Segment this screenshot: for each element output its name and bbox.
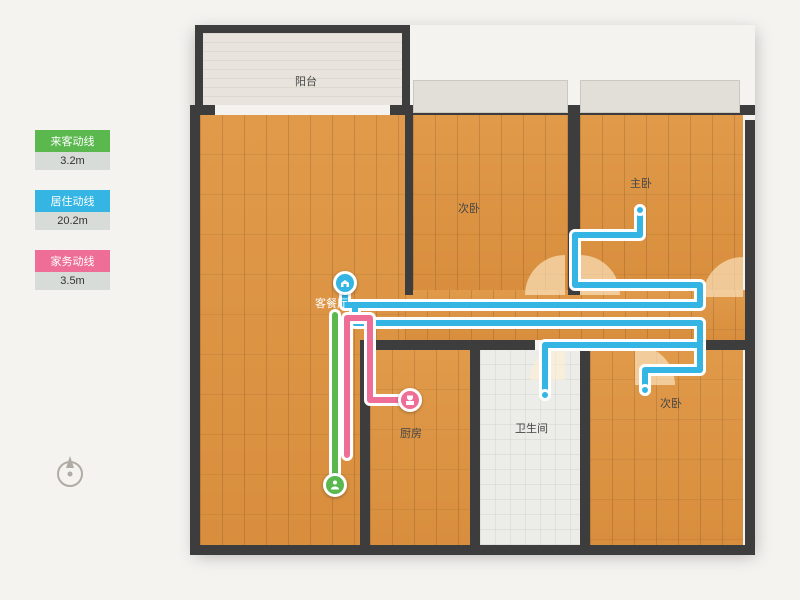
label-kitchen: 厨房 xyxy=(400,425,422,441)
node-chore-start-icon xyxy=(398,388,422,412)
label-bed2b: 次卧 xyxy=(660,395,682,411)
label-living: 客餐厅 xyxy=(315,295,348,311)
legend-value: 3.2m xyxy=(35,152,110,170)
path-end-dot xyxy=(539,389,551,401)
legend-value: 3.5m xyxy=(35,272,110,290)
label-bath: 卫生间 xyxy=(515,420,548,436)
paths-overlay xyxy=(195,25,755,550)
label-bed2a: 次卧 xyxy=(458,200,480,216)
legend-label: 居住动线 xyxy=(35,190,110,212)
compass-icon xyxy=(50,450,90,490)
legend-item-chore: 家务动线 3.5m xyxy=(35,250,110,290)
legend-value: 20.2m xyxy=(35,212,110,230)
path-end-dot xyxy=(639,384,651,396)
floorplan: 阳台 客餐厅 次卧 主卧 厨房 卫生间 次卧 xyxy=(195,25,755,550)
legend-item-guest: 来客动线 3.2m xyxy=(35,130,110,170)
label-master: 主卧 xyxy=(630,175,652,191)
path-end-dot xyxy=(634,204,646,216)
node-living-start-icon xyxy=(333,271,357,295)
legend-panel: 来客动线 3.2m 居住动线 20.2m 家务动线 3.5m xyxy=(35,130,110,310)
legend-item-living: 居住动线 20.2m xyxy=(35,190,110,230)
legend-label: 来客动线 xyxy=(35,130,110,152)
node-guest-start-icon xyxy=(323,473,347,497)
legend-label: 家务动线 xyxy=(35,250,110,272)
label-balcony: 阳台 xyxy=(295,73,317,89)
